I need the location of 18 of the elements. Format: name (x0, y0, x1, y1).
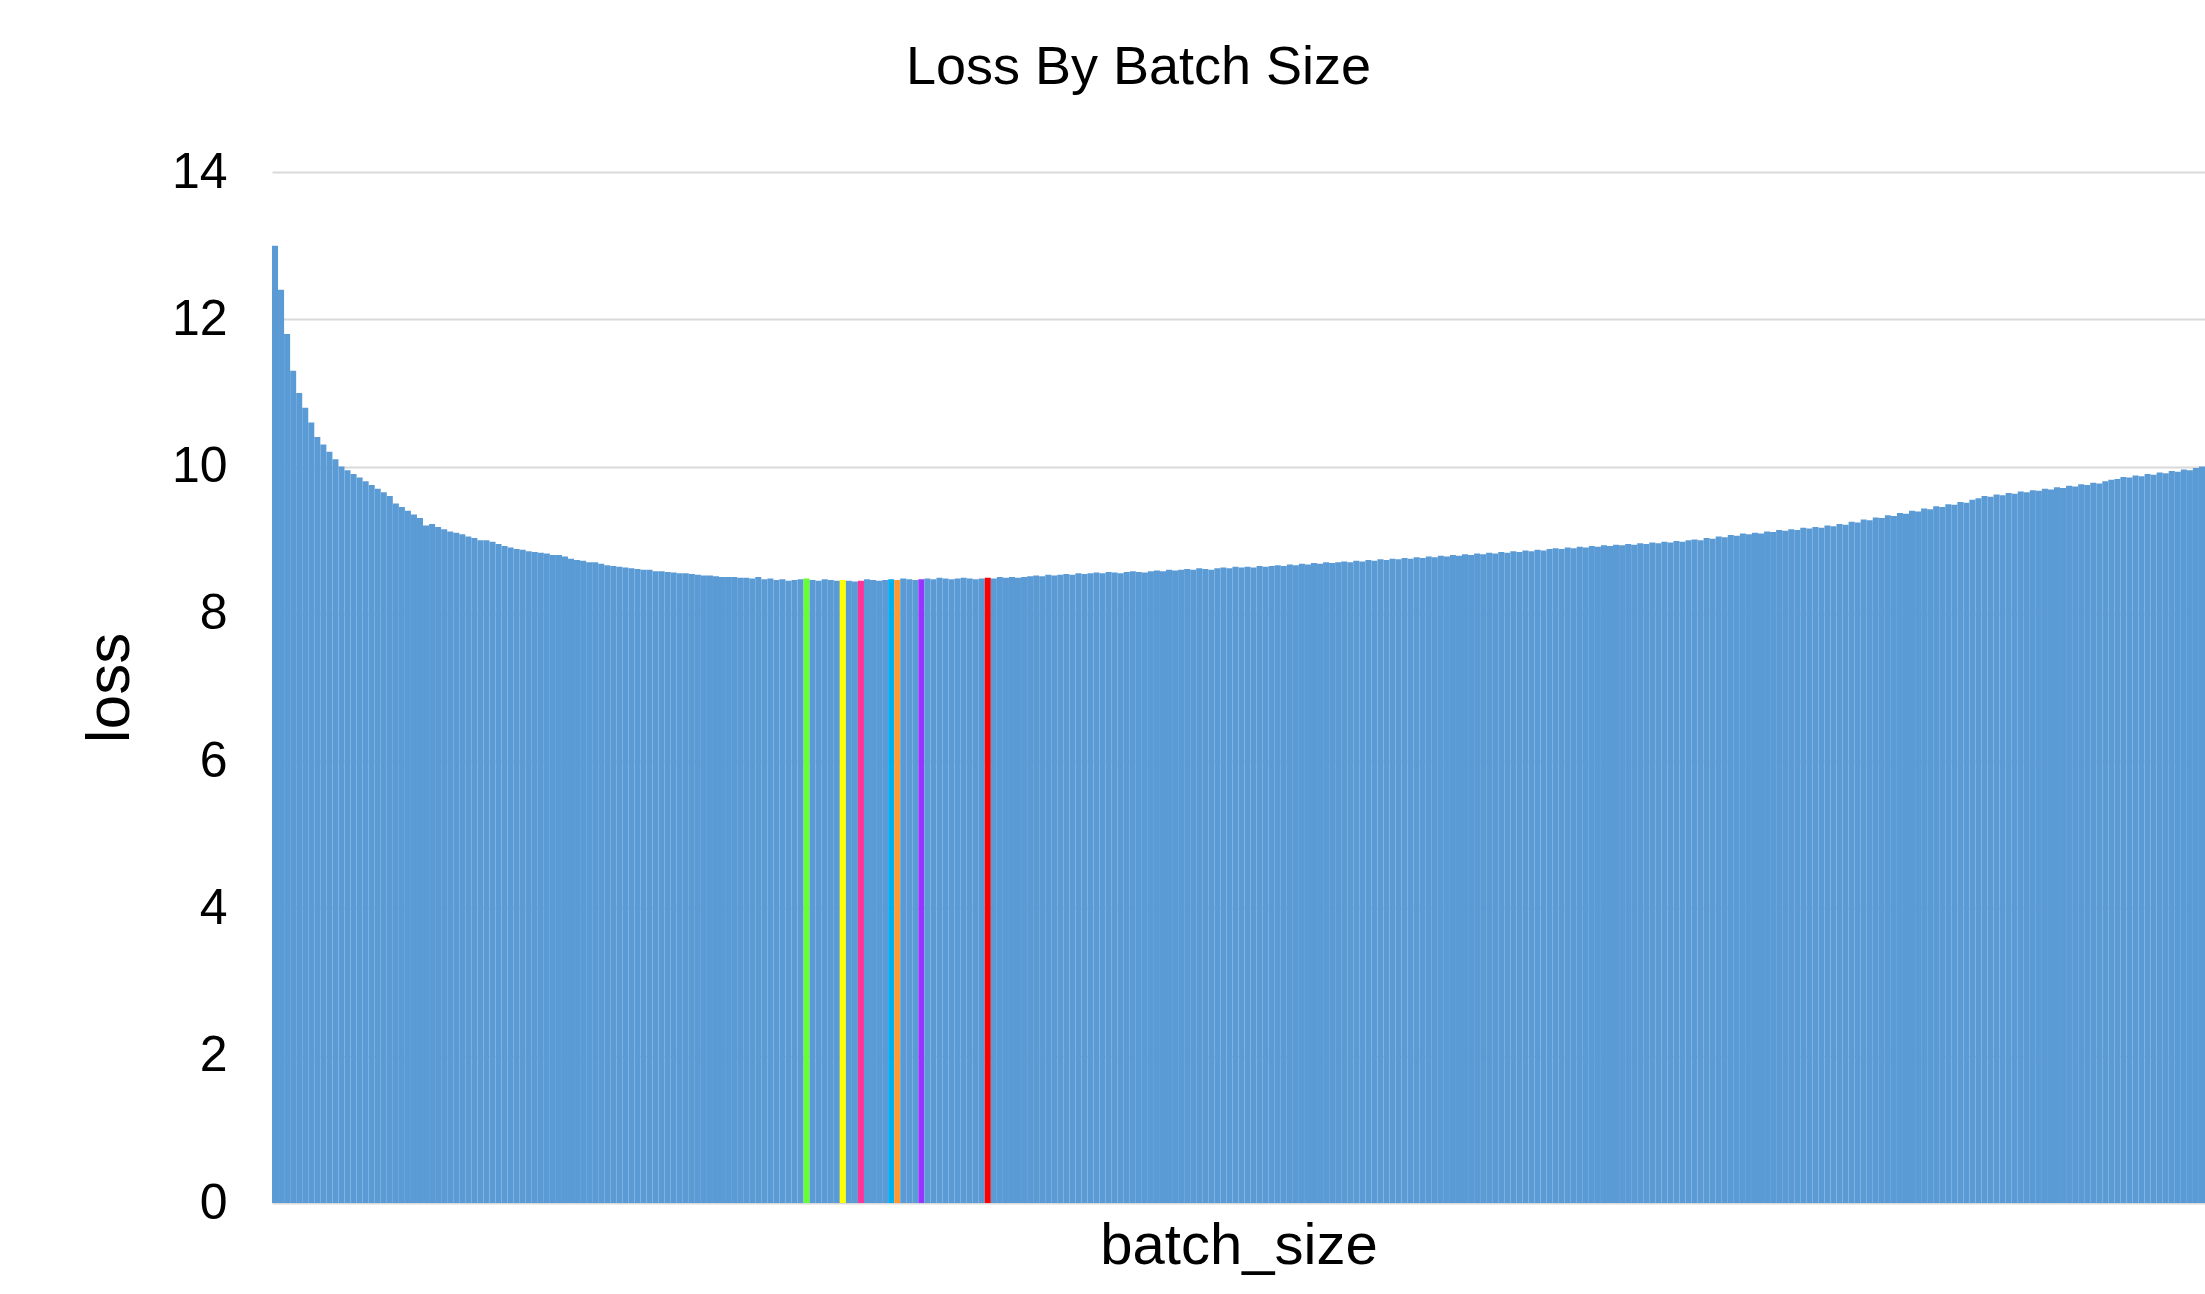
y-tick-label: 10 (171, 437, 228, 494)
bar (888, 579, 895, 1203)
bar (857, 580, 864, 1203)
y-tick-label: 8 (199, 584, 228, 641)
y-tick-label: 0 (199, 1173, 228, 1230)
y-tick-label: 4 (199, 878, 228, 935)
y-tick-label: 6 (199, 731, 228, 788)
y-tick-label: 2 (199, 1026, 228, 1083)
y-tick-label: 14 (171, 142, 228, 199)
bar (984, 577, 991, 1203)
y-tick-label: 12 (171, 289, 228, 346)
y-axis-title: loss (72, 632, 142, 744)
x-axis-title: batch_size (1100, 1210, 1378, 1276)
bar (894, 579, 901, 1203)
bar (803, 578, 810, 1203)
bar (918, 579, 925, 1203)
bar (839, 579, 846, 1203)
chart-title: Loss By Batch Size (905, 35, 1372, 95)
